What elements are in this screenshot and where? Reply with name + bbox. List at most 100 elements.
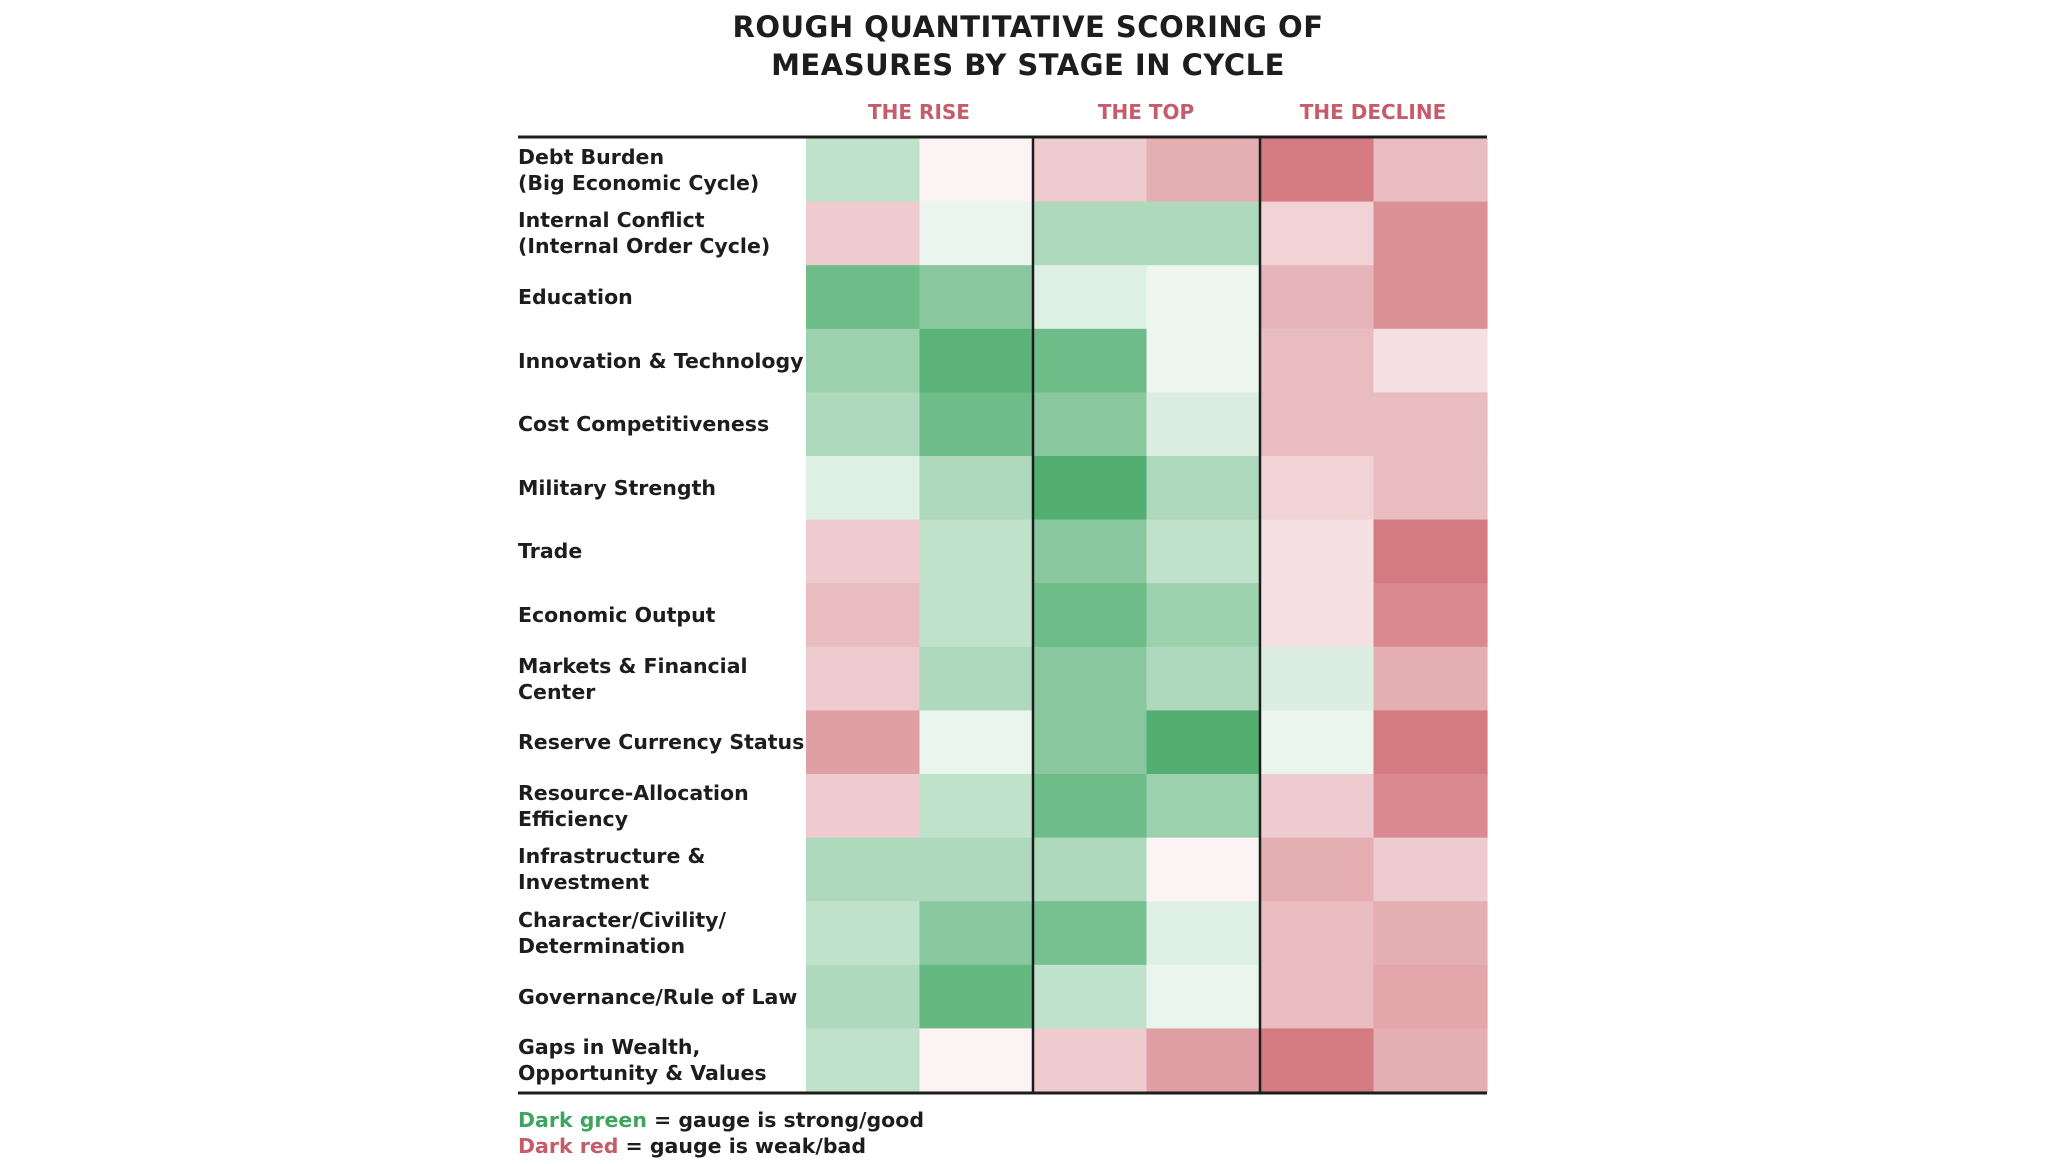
stage-label-rise: THE RISE [868,100,970,124]
heatmap-cell [806,710,921,775]
heatmap-cell [1373,710,1488,775]
stage-label-decline: THE DECLINE [1299,100,1447,124]
heatmap-cell [1146,456,1261,521]
heatmap-cell [1033,901,1148,966]
heatmap-cell [1373,265,1488,330]
heatmap-cell [1146,583,1261,648]
row-label-text: Markets & Financial Center [518,653,748,704]
heatmap-cell [1146,392,1261,457]
legend-green: Dark green = gauge is strong/good [518,1108,924,1132]
heatmap-cell [1033,201,1148,266]
heatmap-cell [1373,456,1488,521]
heatmap-cell [1033,392,1148,457]
heatmap-cell [1033,519,1148,584]
heatmap-cell [919,774,1034,839]
heatmap-cell [1033,265,1148,330]
heatmap-cell [919,456,1034,521]
row-label: Internal Conflict (Internal Order Cycle) [518,202,808,266]
heatmap-cell [1033,1028,1148,1093]
heatmap-cell [806,265,921,330]
heatmap-cell [1373,646,1488,711]
heatmap-cell [1146,138,1261,203]
heatmap-cell [1260,456,1375,521]
row-label-text: Military Strength [518,475,716,500]
heatmap-cell [1260,774,1375,839]
heatmap-cell [1373,774,1488,839]
row-label: Reserve Currency Status [518,710,808,774]
row-label-text: Governance/Rule of Law [518,984,798,1009]
row-label: Markets & Financial Center [518,647,808,711]
heatmap-cell [1260,710,1375,775]
row-label-text: Reserve Currency Status [518,730,805,755]
heatmap-cell [1146,265,1261,330]
heatmap-cell [1033,456,1148,521]
heatmap-cell [1260,837,1375,902]
heatmap-cell [1260,328,1375,393]
chart-title-line-2: MEASURES BY STAGE IN CYCLE [771,48,1285,82]
heatmap-cell [806,519,921,584]
heatmap-cell [1146,901,1261,966]
heatmap-cell [1033,646,1148,711]
heatmap-cell [1373,1028,1488,1093]
heatmap-cell [806,138,921,203]
heatmap-cell [1033,138,1148,203]
heatmap-cell [1373,837,1488,902]
heatmap-cell [1146,1028,1261,1093]
legend-red-text: = gauge is weak/bad [618,1134,867,1158]
heatmap-cell [919,837,1034,902]
heatmap-cell [806,646,921,711]
heatmap-cell [1373,392,1488,457]
row-label: Education [518,265,808,329]
row-label-text: Economic Output [518,602,716,627]
row-label: Economic Output [518,583,808,647]
heatmap-cell [1260,1028,1375,1093]
heatmap-cell [1260,265,1375,330]
heatmap-cell [1373,583,1488,648]
row-label: Debt Burden (Big Economic Cycle) [518,138,808,202]
row-label-text: Gaps in Wealth, Opportunity & Values [518,1035,767,1086]
stage-label-top: THE TOP [1097,100,1195,124]
heatmap-cell [1373,901,1488,966]
heatmap-cell [1260,583,1375,648]
heatmap-cell [919,265,1034,330]
heatmap-cell [806,583,921,648]
legend-red: Dark red = gauge is weak/bad [518,1134,866,1158]
heatmap-cell [1373,964,1488,1029]
legend-red-key: Dark red [518,1134,619,1158]
heatmap-cell [919,392,1034,457]
heatmap-cell [1033,964,1148,1029]
heatmap-cell [1260,646,1375,711]
heatmap-cell [1260,964,1375,1029]
heatmap-cell [1146,201,1261,266]
heatmap-cell [806,201,921,266]
heatmap-cell [1373,519,1488,584]
heatmap-cell [1033,583,1148,648]
row-label: Infrastructure & Investment [518,838,808,902]
row-label-text: Cost Competitiveness [518,412,770,437]
legend-green-text: = gauge is strong/good [646,1108,925,1132]
heatmap-cell [1033,774,1148,839]
heatmap-cell [806,456,921,521]
row-label: Innovation & Technology [518,329,808,393]
heatmap-cell [1033,328,1148,393]
row-label-text: Innovation & Technology [518,348,804,373]
heatmap-cell [919,519,1034,584]
row-label: Resource-Allocation Efficiency [518,774,808,838]
row-label-text: Resource-Allocation Efficiency [518,780,749,831]
heatmap-cell [806,392,921,457]
heatmap-cell [1260,138,1375,203]
heatmap-cell [806,328,921,393]
heatmap-cell [919,646,1034,711]
heatmap-cell [919,201,1034,266]
row-label-text: Infrastructure & Investment [518,844,706,895]
heatmap-cell [919,1028,1034,1093]
heatmap-cell [919,710,1034,775]
heatmap-cell [919,328,1034,393]
row-label: Cost Competitiveness [518,392,808,456]
heatmap-cell [1373,201,1488,266]
heatmap-cell [1373,328,1488,393]
heatmap-cell [919,901,1034,966]
heatmap-cell [1146,519,1261,584]
heatmap-cell [1146,710,1261,775]
